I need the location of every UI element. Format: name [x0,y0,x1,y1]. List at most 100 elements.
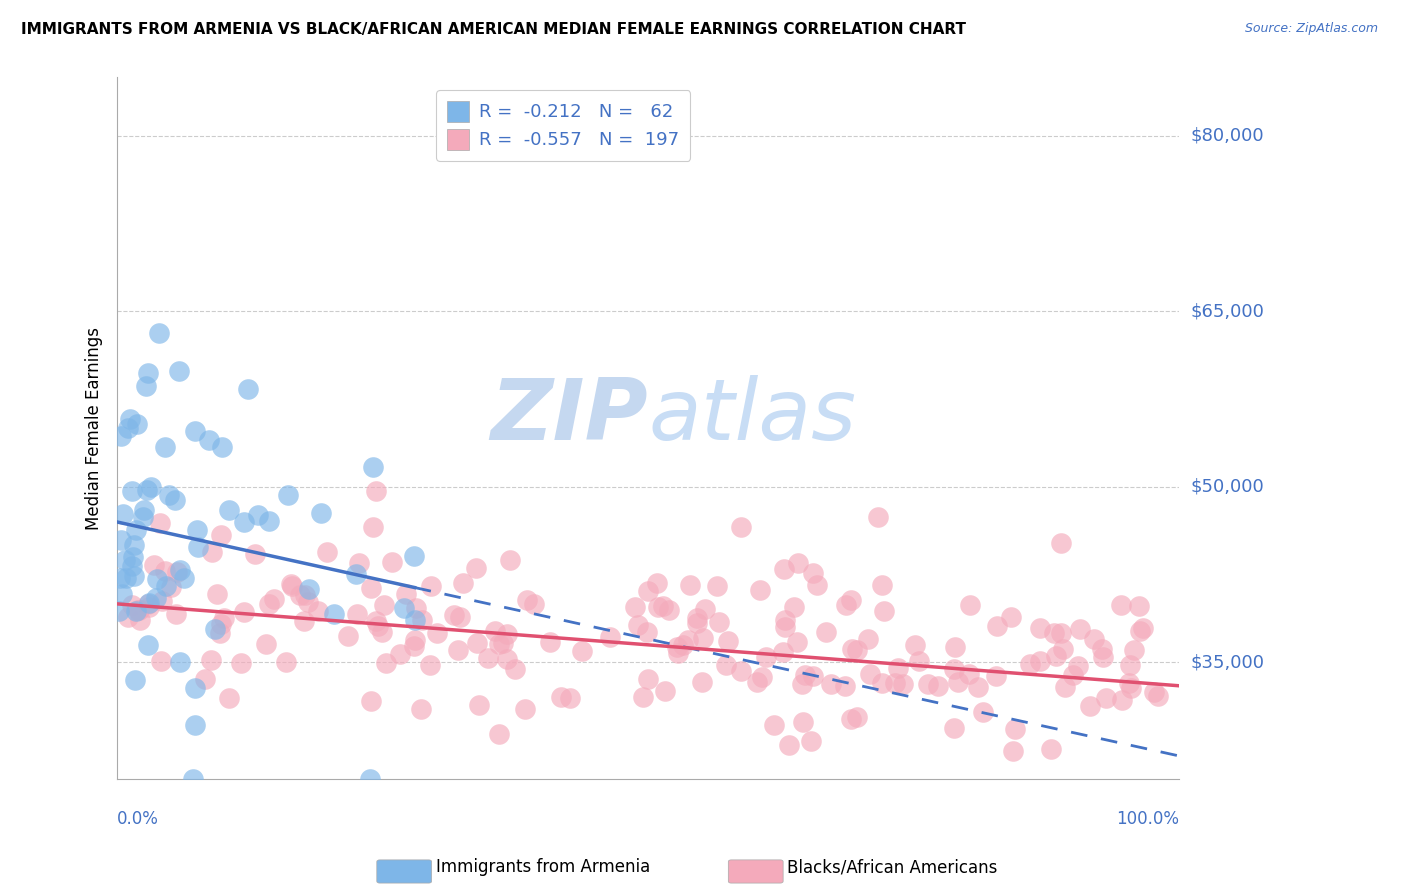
Point [233,516,256,530]
Point [344,566,367,581]
Point [749,583,772,598]
Point [395,586,418,600]
Text: IMMIGRANTS FROM ARMENIA VS BLACK/AFRICAN AMERICAN MEDIAN FEMALE EARNINGS CORRELA: IMMIGRANTS FROM ARMENIA VS BLACK/AFRICAN… [21,22,966,37]
Point [155,440,177,454]
Point [124,673,146,687]
Point [201,545,224,559]
Point [157,488,180,502]
Point [361,460,384,475]
Point [359,772,381,787]
Point [1111,692,1133,706]
Point [449,610,471,624]
Point [806,578,828,592]
Point [786,634,808,648]
Point [138,599,160,614]
Point [404,613,426,627]
Point [465,636,488,650]
Point [392,601,415,615]
Point [959,599,981,613]
Text: $65,000: $65,000 [1191,302,1264,320]
Point [883,676,905,690]
Point [943,662,966,676]
Text: $35,000: $35,000 [1191,654,1264,672]
Point [477,650,499,665]
Point [1050,535,1073,549]
Point [799,733,821,747]
Point [730,519,752,533]
Point [505,661,527,675]
Point [814,625,837,640]
Point [257,514,280,528]
Point [668,646,690,660]
Point [499,553,522,567]
Point [792,677,814,691]
Point [1062,668,1084,682]
Point [801,668,824,682]
Point [121,599,143,613]
Point [637,673,659,687]
Point [373,598,395,612]
Point [388,647,411,661]
Point [496,627,519,641]
Point [411,614,433,628]
Point [309,506,332,520]
Point [153,565,176,579]
Point [307,604,329,618]
Point [451,576,474,591]
Point [465,561,488,575]
Point [150,593,173,607]
Point [637,583,659,598]
Point [402,639,425,653]
Point [676,632,699,647]
Point [370,625,392,640]
Point [908,654,931,668]
Point [773,614,796,628]
Point [654,684,676,698]
Point [957,667,980,681]
Point [1078,699,1101,714]
Point [1018,657,1040,671]
Point [183,772,205,787]
Point [972,706,994,720]
Point [125,523,148,537]
Point [132,502,155,516]
Point [714,657,737,672]
Point [560,691,582,706]
Point [1053,680,1076,694]
Point [280,577,302,591]
Point [117,610,139,624]
Point [792,715,814,730]
Point [786,556,808,570]
Point [245,547,267,561]
Point [870,577,893,591]
Point [1118,658,1140,673]
Point [187,541,209,555]
Point [772,644,794,658]
Point [868,510,890,524]
Point [297,595,319,609]
Point [409,702,432,716]
Point [672,638,695,652]
Point [468,698,491,712]
Point [647,576,669,591]
Point [159,580,181,594]
Point [165,607,187,621]
Point [184,717,207,731]
Point [200,653,222,667]
Point [904,639,927,653]
Point [108,571,131,585]
Point [820,677,842,691]
Point [835,598,858,612]
Point [839,713,862,727]
Point [859,666,882,681]
Point [893,677,915,691]
Point [361,520,384,534]
Point [169,655,191,669]
Point [374,656,396,670]
Point [1109,598,1132,612]
Point [443,607,465,622]
Text: ZIP: ZIP [491,376,648,458]
Point [232,605,254,619]
Point [1091,642,1114,657]
Text: Blacks/African Americans: Blacks/African Americans [787,858,998,876]
